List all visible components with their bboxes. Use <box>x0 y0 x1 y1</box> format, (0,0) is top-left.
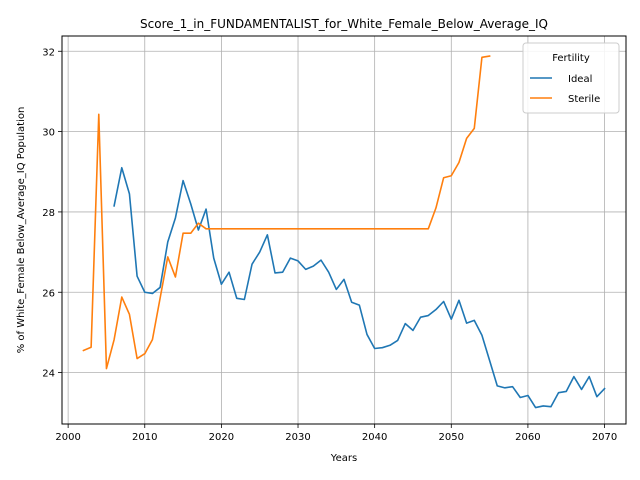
x-tick-label: 2040 <box>362 432 387 443</box>
x-tick-label: 2050 <box>439 432 464 443</box>
x-tick-label: 2070 <box>592 432 617 443</box>
y-tick-label: 30 <box>42 128 55 139</box>
legend-box <box>522 42 620 114</box>
plot-frame <box>61 35 627 425</box>
legend-title: Fertility <box>552 53 590 64</box>
x-axis-ticks: 2000 2010 2020 2030 2040 2050 2060 2070 <box>55 424 617 443</box>
y-axis-title: % of White_Female Below_Average_IQ Popul… <box>16 107 27 354</box>
series-line-sterile <box>82 55 491 370</box>
legend-label-sterile: Sterile <box>568 94 600 105</box>
x-tick-label: 2030 <box>285 432 310 443</box>
y-tick-label: 24 <box>42 369 55 380</box>
x-tick-label: 2020 <box>209 432 234 443</box>
series-line-ideal <box>113 166 606 409</box>
series-lines <box>82 55 606 409</box>
chart-title: Score_1_in_FUNDAMENTALIST_for_White_Fema… <box>140 17 548 31</box>
x-axis-title: Years <box>330 453 357 464</box>
x-tick-label: 2060 <box>515 432 540 443</box>
y-tick-label: 32 <box>42 47 55 58</box>
x-tick-label: 2000 <box>55 432 80 443</box>
y-tick-label: 28 <box>42 208 55 219</box>
legend-label-ideal: Ideal <box>568 74 592 85</box>
legend: Fertility Ideal Sterile <box>522 42 620 114</box>
y-tick-label: 26 <box>42 288 55 299</box>
y-axis-ticks: 24 26 28 30 32 <box>42 47 62 380</box>
x-tick-label: 2010 <box>132 432 157 443</box>
